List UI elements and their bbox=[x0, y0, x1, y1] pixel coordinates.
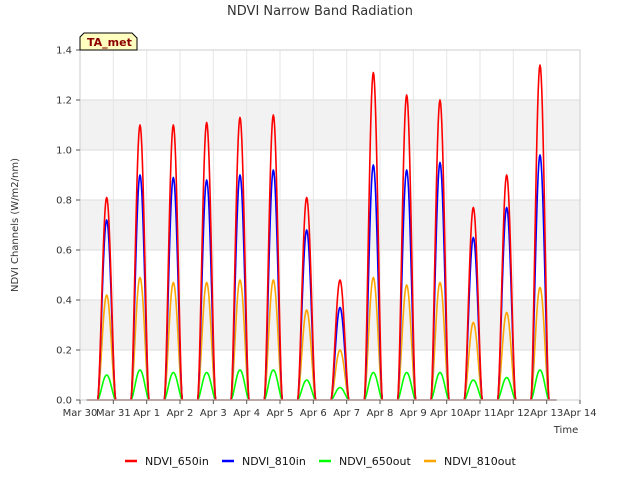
badge-box bbox=[79, 32, 138, 51]
series-line-ndvi_650out bbox=[97, 369, 550, 401]
legend: NDVI_650in NDVI_810in NDVI_650out NDVI_810o… bbox=[125, 455, 516, 468]
plot-frame bbox=[79, 49, 581, 401]
x-tick-label: Apr 12 bbox=[497, 408, 530, 419]
x-tick-label: Apr 4 bbox=[233, 408, 260, 419]
y-tick-label: 0.0 bbox=[56, 396, 72, 407]
y-tick-label: 0.2 bbox=[56, 346, 72, 357]
ta-met-badge: TA_met bbox=[79, 32, 138, 51]
grid-band bbox=[80, 300, 580, 350]
y-tick-label: 0.8 bbox=[56, 196, 72, 207]
x-tick-label: Apr 8 bbox=[367, 408, 394, 419]
legend-label: NDVI_650in bbox=[145, 455, 209, 468]
chart-title: NDVI Narrow Band Radiation bbox=[227, 4, 413, 19]
legend-label: NDVI_650out bbox=[339, 455, 411, 468]
x-tick-label: Apr 3 bbox=[200, 408, 227, 419]
x-tick-label: Apr 10 bbox=[430, 408, 463, 419]
badge-label: TA_met bbox=[87, 36, 132, 49]
x-axis-label: Time bbox=[553, 425, 578, 436]
x-tick-label: Apr 1 bbox=[133, 408, 160, 419]
x-tick-label: Apr 5 bbox=[267, 408, 294, 419]
x-tick-label: Apr 7 bbox=[333, 408, 360, 419]
y-tick-label: 1.4 bbox=[56, 46, 72, 57]
series-line-ndvi_650in bbox=[96, 64, 550, 401]
grid-band bbox=[80, 100, 580, 150]
legend-label: NDVI_810in bbox=[242, 455, 306, 468]
x-tick-label: Mar 30 bbox=[63, 408, 98, 419]
grid-band bbox=[80, 200, 580, 250]
x-tick-label: Apr 14 bbox=[563, 408, 596, 419]
x-tick-label: Apr 2 bbox=[167, 408, 194, 419]
legend-label: NDVI_810out bbox=[444, 455, 516, 468]
series-line-ndvi_810in bbox=[96, 154, 550, 401]
x-tick-label: Apr 11 bbox=[463, 408, 496, 419]
x-tick-label: Apr 13 bbox=[530, 408, 563, 419]
series-line-ndvi_810out bbox=[96, 276, 550, 401]
x-tick-label: Apr 6 bbox=[300, 408, 327, 419]
y-tick-label: 1.2 bbox=[56, 96, 72, 107]
y-tick-label: 0.4 bbox=[56, 296, 72, 307]
y-tick-label: 1.0 bbox=[56, 146, 72, 157]
y-tick-label: 0.6 bbox=[56, 246, 72, 257]
x-tick-label: Mar 31 bbox=[96, 408, 131, 419]
x-tick-label: Apr 9 bbox=[400, 408, 427, 419]
y-axis-label: NDVI Channels (W/m2/nm) bbox=[10, 158, 21, 292]
